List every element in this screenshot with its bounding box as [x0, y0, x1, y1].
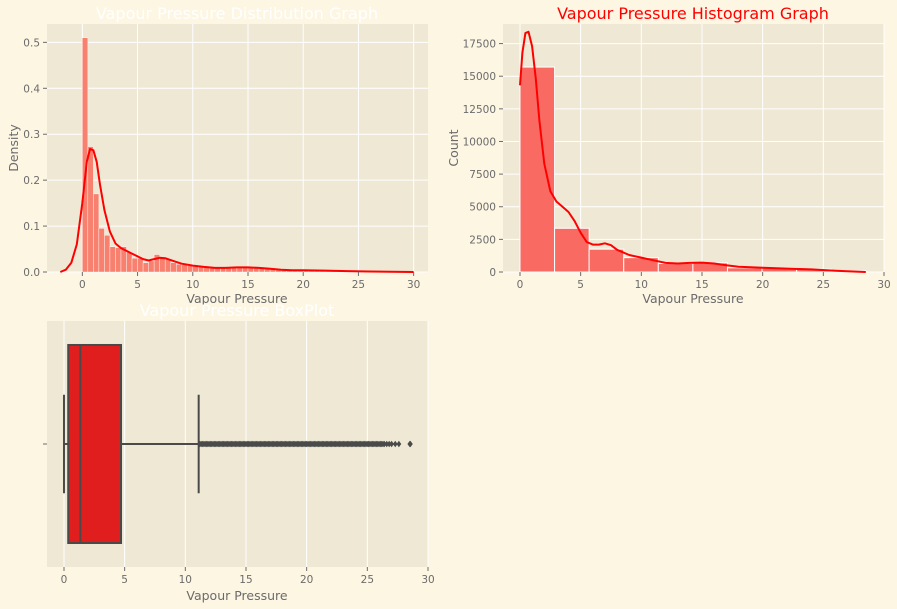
boxplot-x-tick-label: 0: [61, 574, 68, 586]
boxplot-x-label: Vapour Pressure: [186, 588, 288, 603]
histogram-x-tick-label: 0: [517, 279, 524, 291]
distribution-bar: [115, 247, 122, 273]
boxplot-outlier: [396, 440, 402, 448]
distribution-y-tick-label: 0.0: [23, 267, 40, 279]
histogram-y-tick-label: 15000: [463, 71, 496, 83]
distribution-x-tick-label: 20: [297, 279, 310, 291]
histogram-chart: 0 5 10 15 20 25 30 0 2500 5000 7500 10000 12500 1500…: [446, 4, 891, 306]
boxplot-chart: 0 5 10 15 20 25 30 Vapour Pressure BoxPlot Vap…: [43, 301, 435, 603]
distribution-bar: [126, 252, 133, 273]
distribution-x-tick-label: 25: [352, 279, 365, 291]
boxplot-box: [67, 343, 123, 545]
boxplot-title: Vapour Pressure BoxPlot: [140, 301, 335, 320]
histogram-x-tick-label: 30: [877, 279, 890, 291]
histogram-y-tick-label: 12500: [463, 104, 496, 116]
boxplot-x-tick-label: 15: [239, 574, 252, 586]
histogram-y-tick-label: 10000: [463, 136, 496, 148]
distribution-x-tick-label: 15: [241, 279, 254, 291]
distribution-chart: 0 5 10 15 20 25 30 0.0 0.1 0.2 0.3 0.4 0.5 Vapour P…: [6, 4, 428, 306]
distribution-bar: [181, 264, 188, 273]
distribution-x-ticks: 0 5 10 15 20 25 30: [79, 272, 420, 291]
distribution-bar: [142, 262, 149, 273]
histogram-x-tick-label: 10: [635, 279, 648, 291]
distribution-bar: [137, 258, 144, 273]
histogram-bar: [554, 227, 590, 273]
histogram-y-tick-label: 7500: [469, 169, 496, 181]
boxplot-x-ticks: 0 5 10 15 20 25 30: [61, 567, 435, 586]
distribution-bar: [104, 235, 111, 273]
boxplot-x-tick-label: 10: [179, 574, 192, 586]
boxplot-outlier: [381, 440, 387, 448]
histogram-x-label: Vapour Pressure: [642, 291, 744, 306]
histogram-y-tick-label: 0: [489, 267, 496, 279]
boxplot-outlier: [392, 440, 398, 448]
distribution-bar: [148, 260, 155, 273]
distribution-bar: [164, 258, 171, 273]
distribution-bar: [82, 37, 89, 273]
boxplot-outlier: [408, 440, 413, 448]
histogram-x-tick-label: 25: [817, 279, 830, 291]
distribution-bar: [192, 266, 199, 273]
distribution-bar: [170, 262, 177, 273]
histogram-y-label: Count: [446, 129, 461, 166]
histogram-bar: [588, 248, 625, 273]
distribution-title: Vapour Pressure Distribution Graph: [96, 4, 378, 23]
histogram-y-ticks: 0 2500 5000 7500 10000 12500 15000 17500: [463, 39, 503, 279]
distribution-x-tick-label: 5: [134, 279, 141, 291]
distribution-x-label: Vapour Pressure: [186, 291, 288, 306]
distribution-y-label: Density: [6, 124, 21, 172]
distribution-bar: [159, 258, 166, 273]
distribution-bar: [176, 263, 182, 273]
distribution-bar: [109, 246, 116, 273]
distribution-y-tick-label: 0.2: [23, 175, 40, 187]
distribution-bar: [87, 146, 94, 273]
histogram-x-tick-label: 20: [756, 279, 769, 291]
boxplot-outlier: [384, 440, 390, 448]
histogram-x-tick-label: 5: [577, 279, 584, 291]
distribution-bar: [93, 193, 100, 273]
boxplot-x-tick-label: 30: [421, 574, 434, 586]
distribution-x-tick-label: 30: [407, 279, 420, 291]
histogram-x-tick-label: 15: [695, 279, 708, 291]
histogram-y-tick-label: 5000: [469, 202, 496, 214]
histogram-y-tick-label: 17500: [463, 39, 496, 51]
histogram-kde-line: [519, 30, 866, 273]
boxplot-x-tick-label: 5: [121, 574, 128, 586]
distribution-y-ticks: 0.0 0.1 0.2 0.3 0.4 0.5: [23, 37, 47, 279]
histogram-bar: [657, 263, 694, 273]
histogram-y-tick-label: 2500: [469, 234, 496, 246]
distribution-y-tick-label: 0.1: [23, 221, 40, 233]
boxplot-outlier: [386, 440, 392, 448]
boxplot-box-group: [62, 343, 413, 545]
distribution-x-tick-label: 0: [79, 279, 86, 291]
distribution-bar: [98, 228, 105, 273]
distribution-bar: [131, 258, 138, 273]
distribution-y-tick-label: 0.3: [23, 129, 40, 141]
distribution-kde-group: [59, 147, 414, 273]
histogram-kde-group: [519, 30, 866, 273]
distribution-x-tick-label: 10: [186, 279, 199, 291]
distribution-y-tick-label: 0.4: [23, 83, 40, 95]
boxplot-x-tick-label: 20: [300, 574, 313, 586]
distribution-y-tick-label: 0.5: [23, 37, 40, 49]
histogram-title: Vapour Pressure Histogram Graph: [557, 4, 829, 23]
distribution-kde-line: [59, 147, 414, 273]
distribution-bar: [187, 265, 193, 273]
boxplot-outlier: [389, 440, 394, 448]
boxplot-x-tick-label: 25: [361, 574, 374, 586]
distribution-bars: [82, 37, 398, 273]
histogram-x-ticks: 0 5 10 15 20 25 30: [517, 272, 891, 291]
